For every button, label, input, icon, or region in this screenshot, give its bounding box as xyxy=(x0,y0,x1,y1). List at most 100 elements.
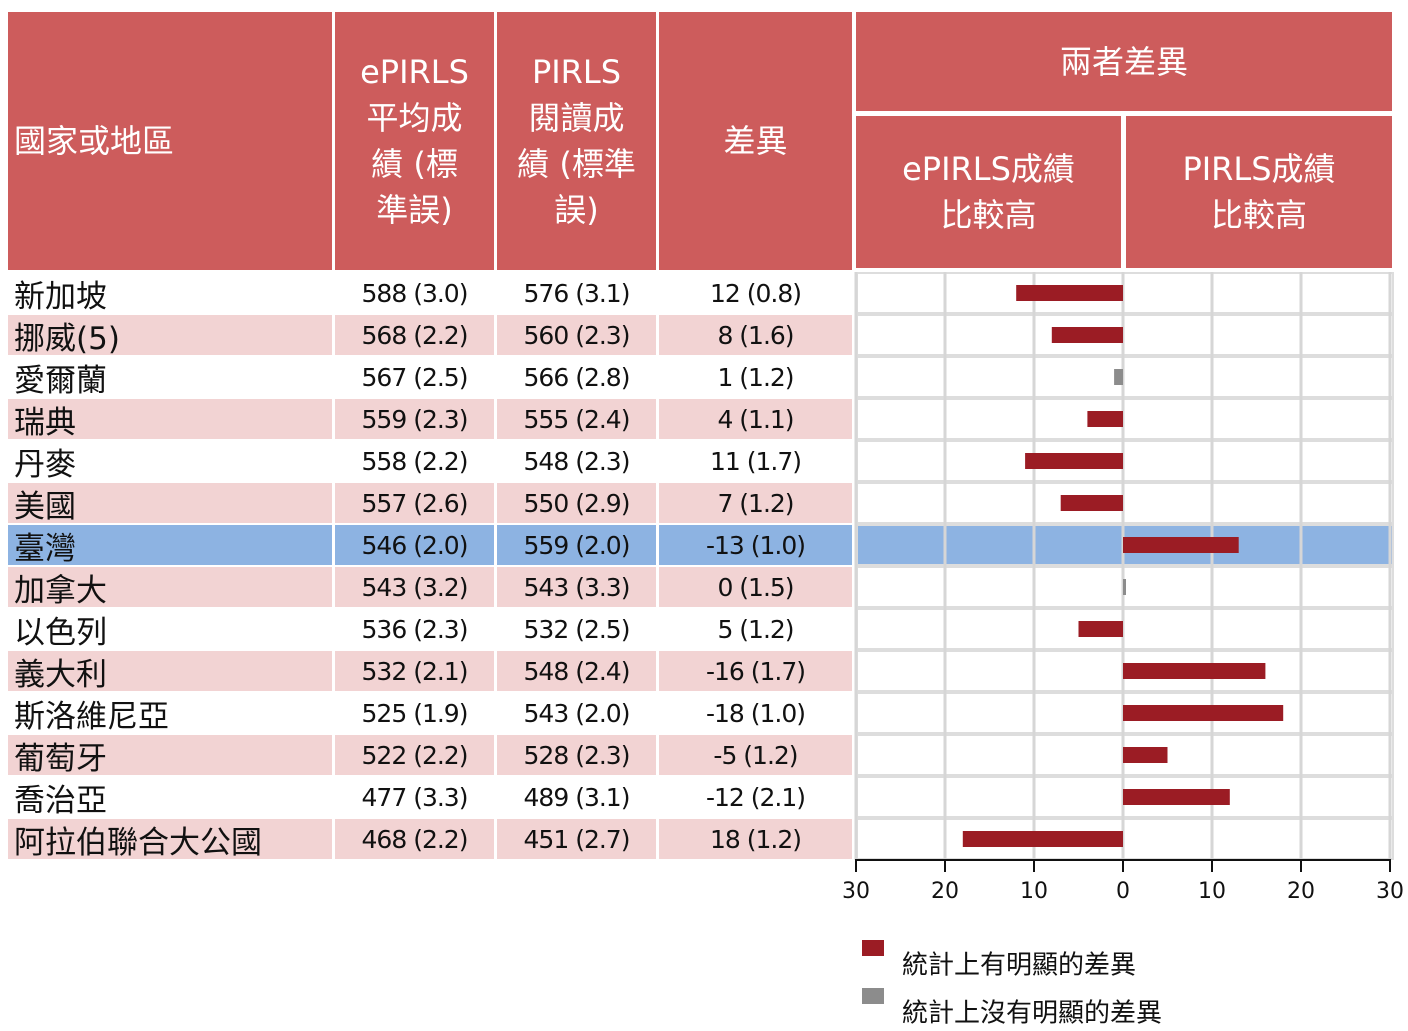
x-tick-label: 20 xyxy=(1287,879,1315,904)
table-cell: 558 (2.2) xyxy=(335,441,494,481)
x-tick-label: 30 xyxy=(1376,879,1404,904)
table-cell: -5 (1.2) xyxy=(659,735,852,775)
header-line: 比較高 xyxy=(940,196,1037,234)
row-label: 愛爾蘭 xyxy=(8,357,332,399)
row-label: 喬治亞 xyxy=(8,777,332,819)
header-line: ePIRLS成績 xyxy=(902,150,1075,188)
header-line: 績 (標準 xyxy=(517,145,636,183)
row-band xyxy=(858,820,1392,858)
bar xyxy=(1123,579,1126,595)
header-line: PIRLS成績 xyxy=(1182,150,1336,188)
table-cell: 5 (1.2) xyxy=(659,609,852,649)
table-cell: 555 (2.4) xyxy=(497,399,656,439)
row-label: 丹麥 xyxy=(8,441,332,483)
table-cell: 8 (1.6) xyxy=(659,315,852,355)
legend-label: 統計上有明顯的差異 xyxy=(902,951,1136,981)
table-cell: 11 (1.7) xyxy=(659,441,852,481)
legend-swatch xyxy=(862,940,884,956)
row-label: 葡萄牙 xyxy=(8,735,332,777)
table-cell: -18 (1.0) xyxy=(659,693,852,733)
table-cell: 568 (2.2) xyxy=(335,315,494,355)
table-cell: 12 (0.8) xyxy=(659,273,852,313)
table-cell: 560 (2.3) xyxy=(497,315,656,355)
table-cell: 566 (2.8) xyxy=(497,357,656,397)
row-label: 阿拉伯聯合大公國 xyxy=(8,819,332,861)
table-cell: 548 (2.4) xyxy=(497,651,656,691)
table-cell: 550 (2.9) xyxy=(497,483,656,523)
row-band xyxy=(858,274,1392,312)
table-cell: 7 (1.2) xyxy=(659,483,852,523)
table-cell: 4 (1.1) xyxy=(659,399,852,439)
bar xyxy=(1025,453,1123,469)
bar xyxy=(1087,411,1123,427)
row-label: 挪威(5) xyxy=(8,315,332,357)
header-line: ePIRLS xyxy=(360,53,469,91)
bar xyxy=(1114,369,1123,385)
sub-header: ePIRLS成績 比較高 xyxy=(856,116,1121,268)
legend-label: 統計上沒有明顯的差異 xyxy=(902,999,1162,1029)
row-band xyxy=(858,400,1392,438)
legend-swatch xyxy=(862,988,884,1004)
row-band xyxy=(858,358,1392,396)
x-tick-label: 30 xyxy=(842,879,870,904)
table-cell: 546 (2.0) xyxy=(335,525,494,565)
header-cell: ePIRLS 平均成績 (標準誤) xyxy=(335,12,494,270)
x-tick-label: 20 xyxy=(931,879,959,904)
row-label: 義大利 xyxy=(8,651,332,693)
x-tick-label: 10 xyxy=(1198,879,1226,904)
header-cell: 國家或地區 xyxy=(8,12,332,270)
table-cell: 588 (3.0) xyxy=(335,273,494,313)
row-band xyxy=(858,442,1392,480)
table-cell: 477 (3.3) xyxy=(335,777,494,817)
table-cell: 559 (2.3) xyxy=(335,399,494,439)
table-cell: 1 (1.2) xyxy=(659,357,852,397)
sub-header: PIRLS成績 比較高 xyxy=(1126,116,1392,268)
header-line: 誤) xyxy=(554,191,599,229)
bar xyxy=(1123,705,1284,721)
row-label: 斯洛維尼亞 xyxy=(8,693,332,735)
bar xyxy=(1078,621,1123,637)
row-label: 加拿大 xyxy=(8,567,332,609)
table-cell: 532 (2.1) xyxy=(335,651,494,691)
table-cell: 451 (2.7) xyxy=(497,819,656,859)
table-cell: 528 (2.3) xyxy=(497,735,656,775)
header-line: 比較高 xyxy=(1210,196,1307,234)
header-line: 準誤) xyxy=(376,191,453,229)
table-cell: 532 (2.5) xyxy=(497,609,656,649)
header-line: 平均成 xyxy=(366,99,463,137)
table-cell: 567 (2.5) xyxy=(335,357,494,397)
table-cell: 18 (1.2) xyxy=(659,819,852,859)
bar xyxy=(1123,747,1168,763)
table-cell: 548 (2.3) xyxy=(497,441,656,481)
bar xyxy=(1123,537,1239,553)
table-cell: 536 (2.3) xyxy=(335,609,494,649)
group-header: 兩者差異 xyxy=(856,12,1392,111)
x-tick-label: 0 xyxy=(1116,879,1130,904)
row-label: 新加坡 xyxy=(8,273,332,315)
header-line: 績 (標 xyxy=(371,145,458,183)
row-band xyxy=(858,484,1392,522)
bar xyxy=(1060,495,1123,511)
row-band xyxy=(858,610,1392,648)
table-cell: 468 (2.2) xyxy=(335,819,494,859)
header-cell: PIRLS 閱讀成績 (標準 誤) xyxy=(497,12,656,270)
table-cell: 525 (1.9) xyxy=(335,693,494,733)
bar xyxy=(1123,663,1266,679)
bar xyxy=(1123,789,1230,805)
table-cell: -12 (2.1) xyxy=(659,777,852,817)
row-label: 以色列 xyxy=(8,609,332,651)
x-tick-label: 10 xyxy=(1020,879,1048,904)
header-cell: 差異 xyxy=(659,12,852,270)
row-label: 臺灣 xyxy=(8,525,332,567)
table-cell: -16 (1.7) xyxy=(659,651,852,691)
table-cell: 559 (2.0) xyxy=(497,525,656,565)
table-cell: 0 (1.5) xyxy=(659,567,852,607)
table-cell: 543 (2.0) xyxy=(497,693,656,733)
bar xyxy=(1016,285,1123,301)
header-line: 閱讀成 xyxy=(528,99,625,137)
table-cell: 543 (3.2) xyxy=(335,567,494,607)
table-cell: 557 (2.6) xyxy=(335,483,494,523)
bar xyxy=(1051,327,1123,343)
bar xyxy=(962,831,1123,847)
